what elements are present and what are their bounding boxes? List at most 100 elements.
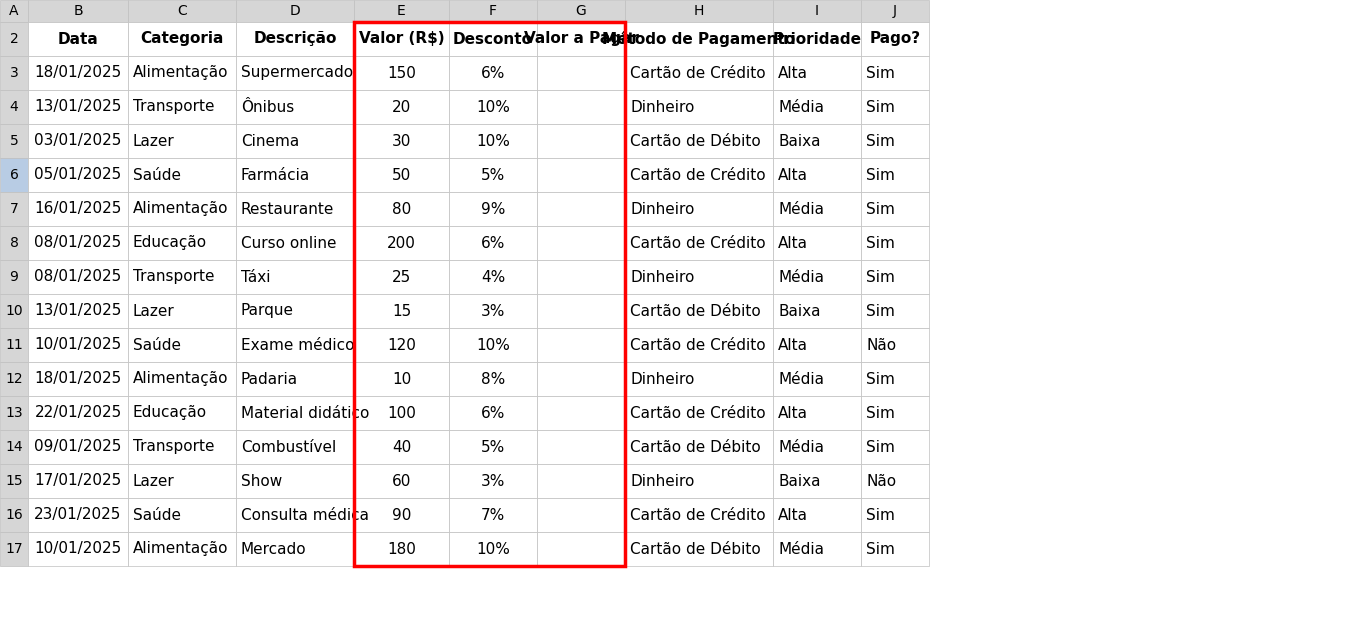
Text: Cinema: Cinema [240, 134, 299, 148]
Text: 150: 150 [387, 65, 415, 81]
Bar [449, 498, 537, 532]
Bar [773, 430, 861, 464]
Bar [537, 56, 626, 90]
Bar [0, 124, 27, 158]
Text: Dinheiro: Dinheiro [630, 100, 694, 115]
Bar [27, 328, 128, 362]
Bar [236, 430, 354, 464]
Bar [537, 22, 626, 56]
Text: 11: 11 [5, 338, 23, 352]
Text: Não: Não [866, 337, 896, 353]
Text: Prioridade: Prioridade [773, 32, 862, 46]
Text: F: F [489, 4, 497, 18]
Bar [128, 90, 236, 124]
Bar [128, 532, 236, 566]
Text: Sim: Sim [866, 406, 895, 420]
Text: C: C [178, 4, 187, 18]
Bar [626, 260, 773, 294]
Bar [0, 464, 27, 498]
Text: 8: 8 [10, 236, 18, 250]
Text: 10: 10 [392, 372, 411, 387]
Bar [128, 430, 236, 464]
Bar [0, 192, 27, 226]
Bar [354, 362, 449, 396]
Text: Show: Show [240, 474, 283, 489]
Bar [861, 498, 929, 532]
Bar [773, 260, 861, 294]
Bar [537, 362, 626, 396]
Bar [27, 362, 128, 396]
Bar [27, 260, 128, 294]
Text: Dinheiro: Dinheiro [630, 474, 694, 489]
Text: Transporte: Transporte [133, 439, 214, 455]
Text: Data: Data [57, 32, 98, 46]
Text: Valor a Pagar: Valor a Pagar [523, 32, 638, 46]
Bar [354, 0, 449, 22]
Bar [236, 226, 354, 260]
Text: Sim: Sim [866, 269, 895, 285]
Bar [0, 532, 27, 566]
Text: Cartão de Crédito: Cartão de Crédito [630, 167, 765, 183]
Text: Sim: Sim [866, 134, 895, 148]
Text: 20: 20 [392, 100, 411, 115]
Bar [0, 158, 27, 192]
Text: Saúde: Saúde [133, 507, 182, 522]
Bar [0, 226, 27, 260]
Text: Método de Pagamento: Método de Pagamento [602, 31, 795, 47]
Bar [128, 226, 236, 260]
Bar [449, 90, 537, 124]
Text: 17/01/2025: 17/01/2025 [34, 474, 122, 489]
Text: Dinheiro: Dinheiro [630, 269, 694, 285]
Text: Alta: Alta [779, 337, 809, 353]
Bar [236, 124, 354, 158]
Bar [354, 90, 449, 124]
Bar [128, 294, 236, 328]
Text: Cartão de Crédito: Cartão de Crédito [630, 406, 765, 420]
Bar [626, 294, 773, 328]
Bar [354, 532, 449, 566]
Text: Cartão de Crédito: Cartão de Crédito [630, 507, 765, 522]
Text: 10/01/2025: 10/01/2025 [34, 541, 122, 557]
Text: Sim: Sim [866, 507, 895, 522]
Bar [27, 498, 128, 532]
Bar [0, 56, 27, 90]
Bar [537, 124, 626, 158]
Bar [0, 498, 27, 532]
Bar [773, 498, 861, 532]
Bar [449, 532, 537, 566]
Bar [537, 90, 626, 124]
Text: 6%: 6% [481, 65, 505, 81]
Bar [537, 464, 626, 498]
Text: 10%: 10% [477, 134, 510, 148]
Text: Sim: Sim [866, 372, 895, 387]
Bar [449, 328, 537, 362]
Text: Alimentação: Alimentação [133, 541, 228, 557]
Text: Transporte: Transporte [133, 269, 214, 285]
Text: Alta: Alta [779, 235, 809, 250]
Text: Táxi: Táxi [240, 269, 270, 285]
Bar [773, 396, 861, 430]
Text: Baixa: Baixa [779, 134, 821, 148]
Text: D: D [290, 4, 301, 18]
Text: 5: 5 [10, 134, 18, 148]
Text: Lazer: Lazer [133, 474, 175, 489]
Text: 10%: 10% [477, 337, 510, 353]
Text: 18/01/2025: 18/01/2025 [34, 65, 122, 81]
Bar [236, 362, 354, 396]
Bar [236, 532, 354, 566]
Bar [128, 56, 236, 90]
Text: 6: 6 [10, 168, 18, 182]
Text: H: H [694, 4, 705, 18]
Bar [537, 498, 626, 532]
Bar [861, 260, 929, 294]
Text: Transporte: Transporte [133, 100, 214, 115]
Text: Descrição: Descrição [253, 32, 336, 46]
Bar [27, 124, 128, 158]
Bar [626, 56, 773, 90]
Text: 120: 120 [387, 337, 415, 353]
Text: Material didático: Material didático [240, 406, 369, 420]
Bar [27, 430, 128, 464]
Bar [773, 294, 861, 328]
Text: E: E [398, 4, 406, 18]
Text: Alta: Alta [779, 65, 809, 81]
